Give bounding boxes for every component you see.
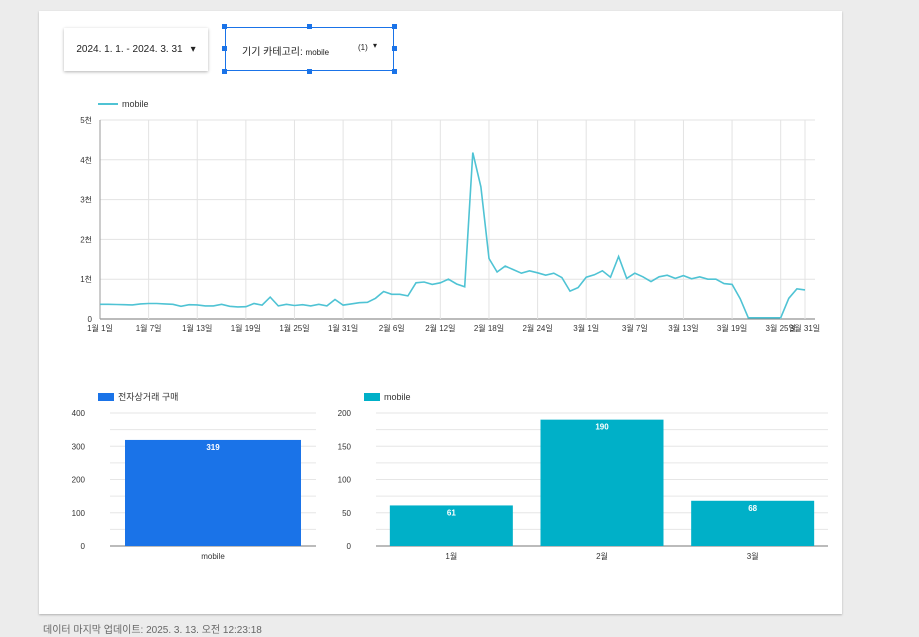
x-tick-label: 1월 7일 <box>136 323 162 333</box>
x-tick-label: 2월 <box>596 551 608 561</box>
y-tick-label: 300 <box>72 442 86 451</box>
y-tick-label: 150 <box>338 442 352 451</box>
x-tick-label: 2월 24일 <box>522 323 552 333</box>
x-tick-label: 3월 19일 <box>717 323 747 333</box>
x-tick-label: 3월 25일 <box>766 323 796 333</box>
line-chart: mobile 0 1천 2천 3천 4천 5천 1월 1일 1월 7일 1월 13일 1월 19일 1… <box>80 99 820 333</box>
resize-handle[interactable] <box>392 24 397 29</box>
x-tick-label: 1월 13일 <box>182 323 212 333</box>
bar-1월 <box>389 505 513 546</box>
bar-mobile <box>125 439 301 546</box>
resize-handle[interactable] <box>222 24 227 29</box>
filter-label: 기기 카테고리: mobile <box>242 47 330 58</box>
bar-value-label: 319 <box>206 443 220 452</box>
resize-handle[interactable] <box>307 24 312 29</box>
y-tick-label: 50 <box>342 509 351 518</box>
resize-handle[interactable] <box>392 46 397 51</box>
bar-value-label: 190 <box>595 423 609 432</box>
x-tick-label: 1월 19일 <box>231 323 261 333</box>
y-tick-label: 100 <box>338 476 352 485</box>
bar-3월 <box>691 500 815 546</box>
legend-label: mobile <box>384 392 411 402</box>
last-updated-text: 데이터 마지막 업데이트: 2025. 3. 13. 오전 12:23:18 <box>43 625 262 636</box>
filter-name: 기기 카테고리 <box>242 47 300 58</box>
bar-value-label: 68 <box>748 504 757 513</box>
date-range-value: 2024. 1. 1. - 2024. 3. 31 <box>76 44 183 55</box>
date-range-control[interactable]: 2024. 1. 1. - 2024. 3. 31 ▾ <box>64 28 208 71</box>
y-tick-label: 400 <box>72 409 86 418</box>
x-tick-label: 1월 <box>445 551 457 561</box>
resize-handle[interactable] <box>222 46 227 51</box>
bar-chart-monthly: mobile 0 50 100 150 200 61 1월 190 2월 68 3월 <box>338 392 828 561</box>
filter-value: mobile <box>305 48 330 57</box>
y-tick-label: 0 <box>88 315 93 324</box>
x-tick-label: 2월 6일 <box>379 323 405 333</box>
bar-2월 <box>540 419 664 546</box>
legend-swatch <box>364 393 380 401</box>
legend-label: mobile <box>122 99 149 109</box>
y-tick-label: 1천 <box>80 274 92 284</box>
x-tick-label: 1월 25일 <box>279 323 309 333</box>
x-tick-label: 3월 1일 <box>573 323 599 333</box>
bar-chart-purchases: 전자상거래 구매 0 100 200 300 400 319 mobile <box>72 392 316 561</box>
device-category-filter[interactable]: 기기 카테고리: mobile (1) ▾ <box>222 24 397 74</box>
bar-value-label: 61 <box>447 508 456 517</box>
legend-label: 전자상거래 구매 <box>118 392 178 402</box>
y-tick-label: 200 <box>338 409 352 418</box>
y-tick-label: 0 <box>81 542 86 551</box>
y-tick-label: 0 <box>347 542 352 551</box>
x-tick-label: mobile <box>201 552 225 561</box>
x-tick-label: 3월 <box>747 551 759 561</box>
legend-swatch <box>98 393 114 401</box>
y-tick-label: 200 <box>72 476 86 485</box>
chevron-down-icon: ▾ <box>373 41 378 50</box>
series-line-mobile <box>100 152 806 319</box>
x-tick-label: 1월 1일 <box>87 323 113 333</box>
y-tick-label: 5천 <box>80 115 92 125</box>
x-tick-label: 3월 13일 <box>668 323 698 333</box>
y-tick-label: 100 <box>72 509 86 518</box>
y-tick-label: 3천 <box>80 195 92 205</box>
x-tick-label: 1월 31일 <box>328 323 358 333</box>
y-tick-label: 2천 <box>80 234 92 244</box>
resize-handle[interactable] <box>307 69 312 74</box>
y-tick-label: 4천 <box>80 155 92 165</box>
x-tick-label: 2월 12일 <box>425 323 455 333</box>
x-tick-label: 2월 18일 <box>474 323 504 333</box>
chevron-down-icon: ▾ <box>190 44 196 55</box>
resize-handle[interactable] <box>222 69 227 74</box>
resize-handle[interactable] <box>392 69 397 74</box>
filter-count: (1) <box>358 43 368 52</box>
x-tick-label: 3월 31일 <box>790 323 820 333</box>
x-tick-label: 3월 7일 <box>622 323 648 333</box>
